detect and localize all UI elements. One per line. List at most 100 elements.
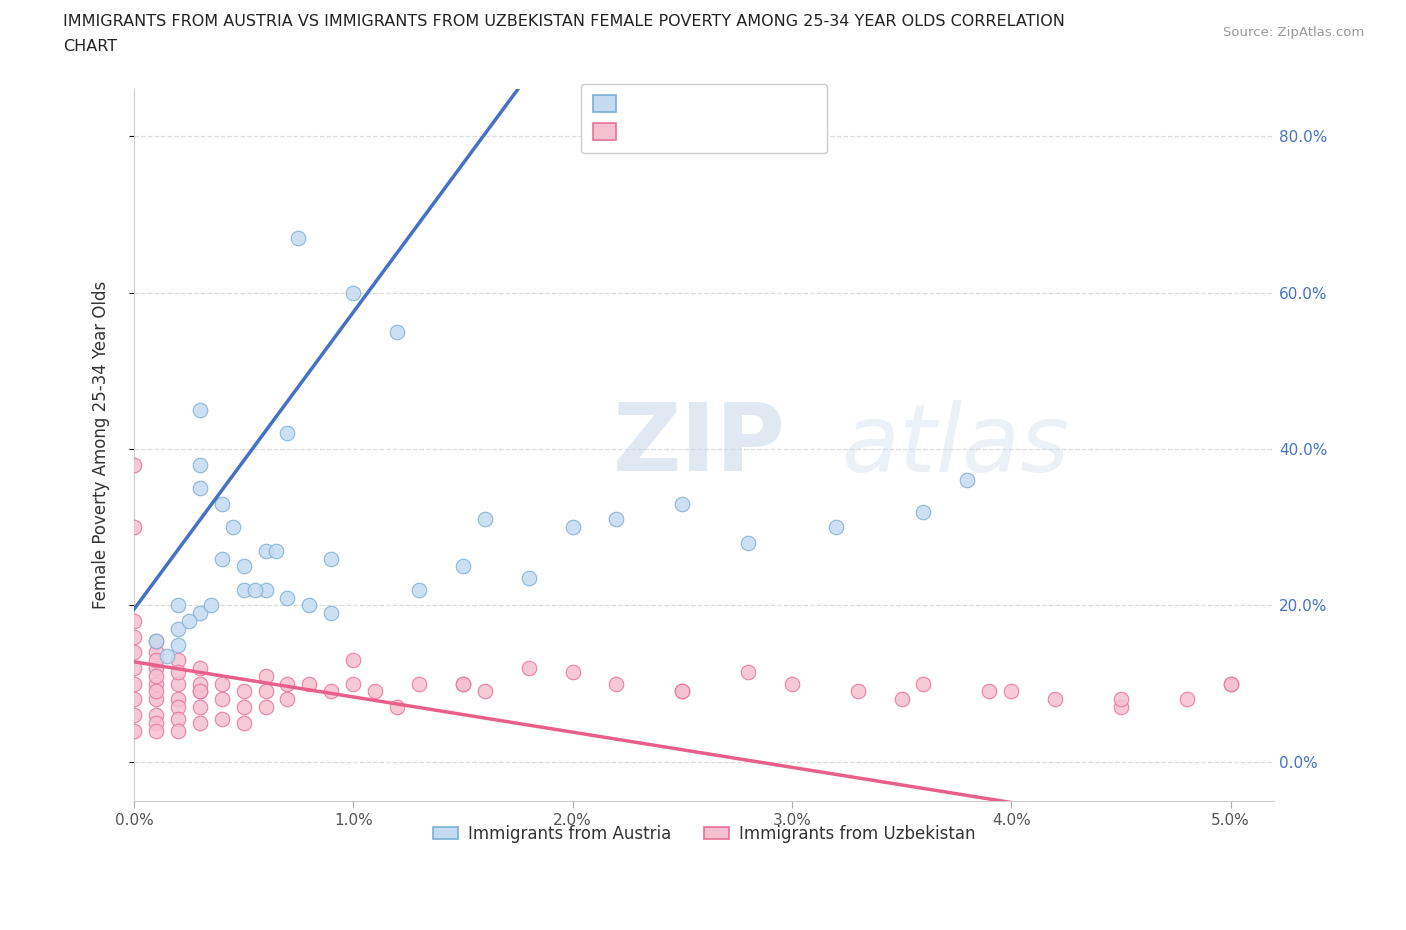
Point — [232, 559, 254, 574]
Point — [145, 633, 167, 648]
Point — [188, 684, 211, 699]
Point — [122, 708, 145, 723]
Point — [846, 684, 869, 699]
Point — [1175, 692, 1198, 707]
Text: N = 39: N = 39 — [756, 93, 824, 112]
Point — [188, 676, 211, 691]
Point — [1109, 692, 1132, 707]
Point — [145, 724, 167, 738]
Point — [1219, 676, 1241, 691]
Point — [342, 676, 364, 691]
Point — [166, 621, 188, 636]
Point — [824, 520, 846, 535]
Point — [122, 660, 145, 675]
Point — [737, 536, 759, 551]
Point — [276, 676, 298, 691]
Point — [166, 724, 188, 738]
Point — [254, 669, 277, 684]
Point — [188, 458, 211, 472]
Text: atlas: atlas — [841, 400, 1069, 491]
Point — [671, 497, 693, 512]
Point — [605, 676, 627, 691]
Point — [145, 676, 167, 691]
Point — [211, 497, 233, 512]
Text: -0.107: -0.107 — [699, 125, 758, 143]
Point — [243, 582, 266, 597]
Point — [1000, 684, 1022, 699]
Point — [211, 551, 233, 566]
Point — [166, 711, 188, 726]
Text: R =: R = — [661, 93, 697, 112]
Point — [780, 676, 803, 691]
Point — [145, 708, 167, 723]
Point — [408, 676, 430, 691]
Point — [451, 676, 474, 691]
Point — [1219, 676, 1241, 691]
Point — [166, 637, 188, 652]
Point — [912, 504, 935, 519]
Point — [232, 582, 254, 597]
Point — [254, 543, 277, 558]
Point — [145, 660, 167, 675]
Point — [254, 582, 277, 597]
Point — [1109, 699, 1132, 714]
Point — [166, 665, 188, 680]
Point — [266, 543, 288, 558]
Point — [122, 614, 145, 629]
Point — [166, 699, 188, 714]
Point — [145, 653, 167, 668]
Point — [254, 684, 277, 699]
Y-axis label: Female Poverty Among 25-34 Year Olds: Female Poverty Among 25-34 Year Olds — [93, 281, 110, 609]
Text: ZIP: ZIP — [613, 399, 786, 491]
Point — [211, 676, 233, 691]
Point — [671, 684, 693, 699]
Point — [122, 676, 145, 691]
Point — [188, 684, 211, 699]
Point — [298, 676, 321, 691]
Point — [188, 715, 211, 730]
Point — [605, 512, 627, 527]
Point — [287, 231, 309, 246]
Point — [364, 684, 387, 699]
Point — [145, 684, 167, 699]
Point — [342, 286, 364, 300]
Point — [211, 692, 233, 707]
Point — [166, 676, 188, 691]
Point — [737, 665, 759, 680]
Point — [166, 653, 188, 668]
Point — [145, 669, 167, 684]
Text: CHART: CHART — [63, 39, 117, 54]
Point — [451, 559, 474, 574]
Point — [177, 614, 200, 629]
Point — [671, 684, 693, 699]
Point — [145, 715, 167, 730]
Point — [188, 699, 211, 714]
Point — [342, 653, 364, 668]
Point — [1043, 692, 1066, 707]
Point — [221, 520, 243, 535]
Point — [321, 684, 343, 699]
Point — [385, 699, 408, 714]
Text: Source: ZipAtlas.com: Source: ZipAtlas.com — [1223, 26, 1364, 39]
Point — [890, 692, 912, 707]
Point — [912, 676, 935, 691]
Text: N = 73: N = 73 — [762, 125, 830, 143]
Legend: Immigrants from Austria, Immigrants from Uzbekistan: Immigrants from Austria, Immigrants from… — [426, 818, 983, 849]
Point — [232, 699, 254, 714]
Point — [122, 644, 145, 659]
Point — [979, 684, 1001, 699]
Text: R =: R = — [661, 125, 697, 143]
Point — [517, 660, 540, 675]
Point — [200, 598, 222, 613]
Point — [122, 724, 145, 738]
Point — [385, 325, 408, 339]
Point — [211, 711, 233, 726]
Point — [188, 605, 211, 620]
Point — [517, 571, 540, 586]
Point — [474, 684, 496, 699]
Point — [321, 605, 343, 620]
Point — [145, 692, 167, 707]
Point — [561, 665, 583, 680]
Point — [188, 660, 211, 675]
Point — [156, 649, 179, 664]
